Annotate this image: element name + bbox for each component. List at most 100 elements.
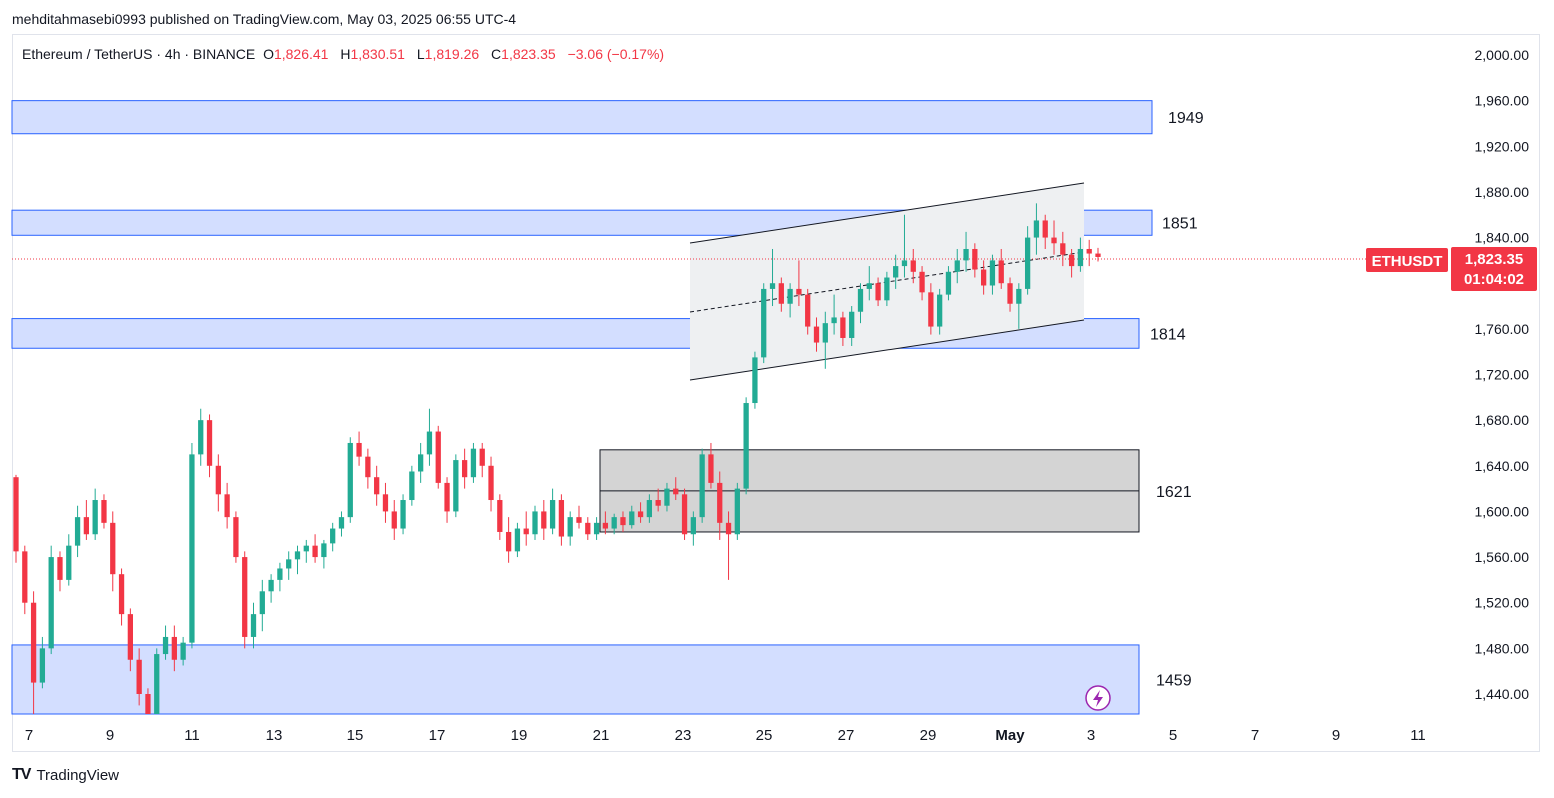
- candle: [629, 505, 635, 529]
- candle: [215, 454, 221, 512]
- candle: [312, 534, 318, 563]
- candle: [66, 534, 72, 586]
- candle: [48, 545, 54, 655]
- close-value: 1,823.35: [501, 46, 556, 62]
- candle: [752, 351, 758, 409]
- candle: [655, 488, 661, 512]
- open-label: O: [263, 46, 274, 62]
- candle: [1068, 248, 1075, 278]
- candle: [435, 425, 441, 489]
- x-tick-label: 7: [1251, 727, 1259, 744]
- candle: [866, 266, 872, 301]
- zone-label-1459: 1459: [1156, 672, 1192, 689]
- symbol-label: Ethereum / TetherUS · 4h · BINANCE: [22, 46, 256, 62]
- tradingview-logo-icon[interactable]: TV: [12, 766, 31, 783]
- candle: [717, 471, 723, 540]
- high-value: 1,830.51: [350, 46, 405, 62]
- x-tick-label: 9: [1332, 727, 1340, 744]
- candle: [136, 648, 142, 706]
- zone-1459: [11, 644, 1140, 715]
- candle: [1042, 214, 1048, 249]
- footer-brand[interactable]: TradingView: [36, 766, 119, 784]
- candle: [857, 283, 864, 324]
- ohlc-legend: Ethereum / TetherUS · 4h · BINANCE O 1,82…: [22, 46, 672, 62]
- x-tick-label: 11: [1410, 727, 1426, 744]
- candle: [374, 465, 380, 506]
- high-label: H: [340, 46, 351, 62]
- candle: [681, 488, 688, 540]
- candle: [1033, 203, 1040, 255]
- candle: [558, 494, 565, 546]
- channel-upper-line: [689, 182, 1085, 244]
- candle: [13, 474, 19, 563]
- candle: [884, 271, 890, 307]
- candle: [646, 494, 653, 523]
- candle: [822, 311, 828, 369]
- candle: [514, 522, 521, 558]
- candle: [488, 456, 494, 512]
- zone-label-1949: 1949: [1168, 110, 1204, 127]
- candle: [497, 494, 503, 540]
- candle: [22, 545, 28, 615]
- candle: [1024, 226, 1031, 295]
- candle: [154, 648, 160, 714]
- candle: [893, 254, 899, 289]
- candle: [400, 494, 406, 535]
- ticker-tag: [1366, 248, 1448, 272]
- x-tick-label: 21: [593, 727, 610, 744]
- candle: [365, 448, 371, 489]
- candle: [743, 397, 749, 495]
- candle: [637, 502, 644, 523]
- x-tick-label: 5: [1169, 727, 1177, 744]
- candle: [787, 283, 793, 318]
- candle: [57, 551, 63, 592]
- candle: [1095, 247, 1101, 262]
- y-tick-label: 1,640.00: [1475, 458, 1530, 474]
- candle: [796, 260, 802, 307]
- candle: [620, 511, 626, 532]
- x-tick-label: 25: [756, 727, 773, 744]
- candle: [805, 288, 811, 335]
- candle: [576, 505, 582, 529]
- y-tick-label: 1,480.00: [1475, 640, 1530, 656]
- candle: [910, 248, 916, 284]
- candle: [664, 482, 670, 512]
- candle: [330, 522, 336, 552]
- x-tick-label: 27: [838, 727, 855, 744]
- candle: [708, 442, 714, 489]
- price-tag: ETHUSDT 1,823.35 01:04:02: [1366, 247, 1537, 291]
- candle: [233, 511, 239, 563]
- candle: [1051, 220, 1057, 255]
- candle: [145, 688, 151, 714]
- candle: [461, 448, 468, 489]
- candle: [277, 562, 283, 592]
- footer: TV TradingView: [12, 766, 119, 784]
- y-tick-label: 1,760.00: [1475, 321, 1530, 337]
- candle: [224, 482, 230, 529]
- candle: [593, 517, 600, 540]
- candle: [242, 551, 248, 649]
- candle: [699, 448, 705, 523]
- candle: [391, 500, 397, 540]
- y-tick-label: 2,000.00: [1475, 47, 1530, 63]
- candle: [118, 568, 125, 626]
- last-price-text: 1,823.35: [1465, 251, 1523, 268]
- low-value: 1,819.26: [424, 46, 480, 62]
- chart-frame: [12, 34, 1540, 752]
- candle: [347, 437, 353, 523]
- candle: [356, 431, 362, 466]
- candle: [1016, 283, 1022, 329]
- candle: [725, 511, 732, 580]
- countdown-text: 01:04:02: [1464, 271, 1524, 288]
- lightning-icon[interactable]: [1085, 685, 1111, 711]
- candle: [1060, 231, 1066, 267]
- change-value: −3.06 (−0.17%): [567, 46, 665, 62]
- x-tick-label: 17: [429, 727, 446, 744]
- candle: [963, 231, 969, 272]
- candle: [479, 442, 485, 478]
- candle: [101, 494, 107, 529]
- y-tick-label: 1,520.00: [1475, 595, 1530, 611]
- candle: [831, 294, 837, 335]
- candle: [382, 482, 389, 523]
